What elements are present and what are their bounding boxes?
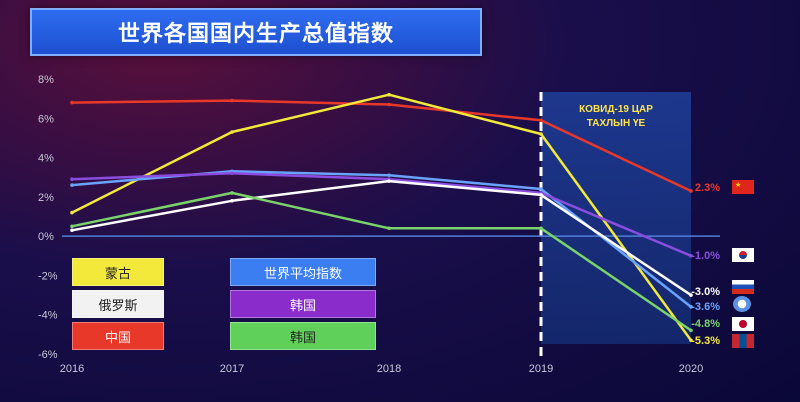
china-point: [387, 102, 391, 107]
russia-end-label: -3.0%: [691, 286, 720, 298]
mongolia-point: [70, 210, 74, 215]
japan-point: [70, 224, 74, 229]
covid-period-box: [541, 92, 691, 344]
mongolia-point: [230, 130, 234, 134]
japan-end-label: -4.8%: [691, 318, 720, 330]
legend-item: 俄罗斯: [72, 290, 164, 318]
japan-point: [539, 226, 543, 231]
world-end-label: -3.6%: [691, 301, 720, 313]
world-point: [387, 173, 391, 178]
china-flag: ★: [732, 180, 754, 194]
mongolia-point: [539, 132, 543, 136]
china-point: [70, 100, 74, 105]
y-tick-label: 0%: [38, 231, 54, 243]
y-tick-label: 2%: [38, 192, 54, 204]
covid-label-line1: КОВИД-19 ЦАР: [579, 104, 653, 115]
china-point: [539, 118, 543, 123]
mongolia-flag: [732, 334, 754, 348]
world-point: [539, 187, 543, 191]
x-tick-label: 2020: [679, 363, 703, 375]
y-tick-label: -2%: [38, 270, 58, 282]
y-tick-label: -6%: [38, 349, 58, 361]
mongolia-end-label: -5.3%: [691, 335, 720, 347]
x-tick-label: 2019: [529, 363, 553, 375]
russia-point: [689, 293, 693, 297]
y-tick-label: 6%: [38, 113, 54, 125]
world-point: [689, 305, 693, 309]
x-tick-label: 2016: [60, 363, 84, 375]
korea-point: [230, 171, 234, 176]
russia-point: [387, 179, 391, 183]
russia-point: [539, 193, 543, 197]
legend-item: 韩国: [230, 322, 376, 350]
un-flag: [733, 296, 751, 312]
japan-point: [230, 191, 234, 195]
mongolia-point: [387, 92, 391, 97]
covid-label-line2: ТАХЛЫН ҮЕ: [587, 118, 646, 129]
russia-point: [230, 198, 234, 203]
russia-flag: [732, 280, 754, 294]
chart-title: 世界各国国内生产总值指数: [30, 8, 482, 56]
y-tick-label: -4%: [38, 310, 58, 322]
legend-item: 中国: [72, 322, 164, 350]
japan-point: [387, 226, 391, 231]
y-tick-label: 8%: [38, 74, 54, 86]
japan-flag: [732, 317, 754, 331]
x-tick-label: 2017: [220, 363, 244, 375]
legend-item: 韩国: [230, 290, 376, 318]
legend-item: 蒙古: [72, 258, 164, 286]
russia-point: [70, 228, 74, 233]
y-tick-label: 4%: [38, 153, 54, 165]
korea-point: [689, 253, 693, 258]
korea-point: [70, 177, 74, 181]
mongolia-point: [689, 338, 693, 343]
china-point: [230, 98, 234, 103]
china-point: [689, 189, 693, 193]
japan-point: [689, 328, 693, 333]
china-end-label: 2.3%: [695, 182, 720, 194]
world-point: [70, 183, 74, 187]
x-tick-label: 2018: [377, 363, 401, 375]
korea-end-label: -1.0%: [691, 250, 720, 262]
korea-flag: [732, 248, 754, 262]
legend-item: 世界平均指数: [230, 258, 376, 286]
